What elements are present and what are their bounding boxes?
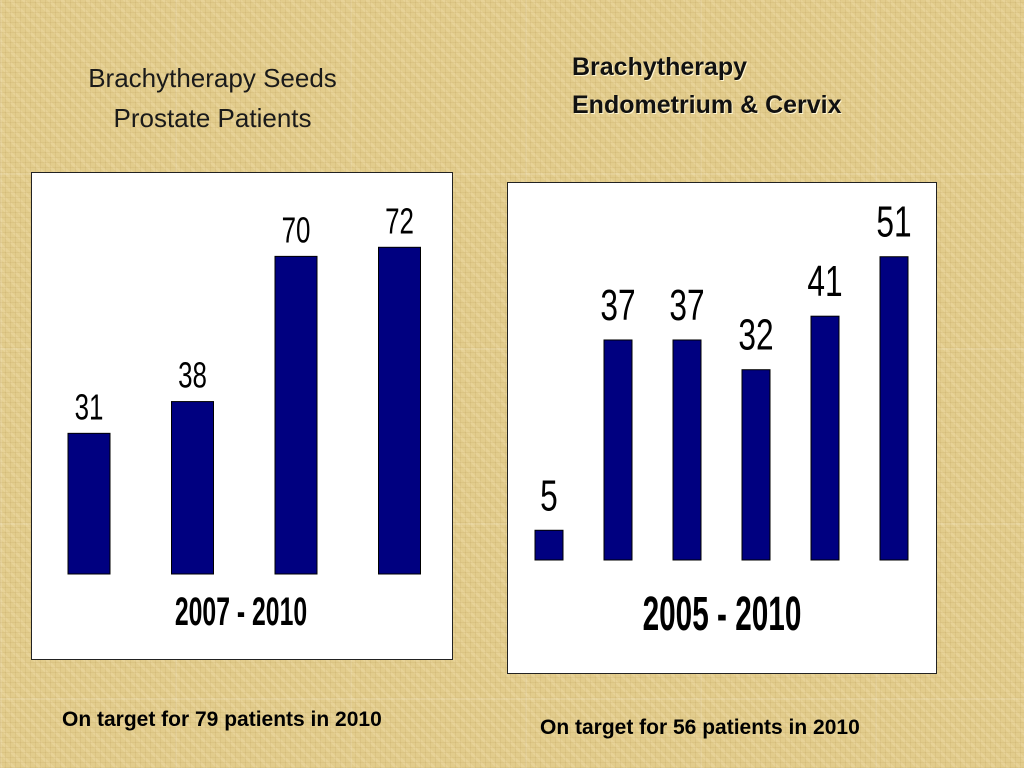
prostate-chart-panel: 31 38 70 72 2007 - 2010 xyxy=(31,172,453,660)
prostate-bar-chart: 31 38 70 72 2007 - 2010 xyxy=(67,201,421,635)
prostate-bar-value-3: 70 xyxy=(282,210,311,250)
prostate-bar-1 xyxy=(67,432,111,575)
endometrium-cervix-chart-panel: 5 37 37 32 41 51 2005 - 2010 xyxy=(507,182,937,674)
prostate-bar-value-1: 31 xyxy=(75,387,104,427)
right-chart-title-line-2: Endometrium & Cervix xyxy=(572,91,842,119)
endometrium-cervix-bar-5 xyxy=(810,315,840,561)
endometrium-cervix-target-note: On target for 56 patients in 2010 xyxy=(540,716,860,739)
endometrium-cervix-bar-value-1: 5 xyxy=(540,471,558,520)
endometrium-cervix-bar-chart: 5 37 37 32 41 51 2005 - 2010 xyxy=(534,198,912,641)
endometrium-cervix-bar-4 xyxy=(741,369,771,561)
endometrium-cervix-bar-1 xyxy=(534,529,564,561)
left-chart-title-line-1: Brachytherapy Seeds xyxy=(88,63,337,93)
right-chart-title: Brachytherapy Endometrium & Cervix xyxy=(572,48,992,124)
left-chart-title: Brachytherapy Seeds Prostate Patients xyxy=(40,58,385,138)
endometrium-cervix-bar-value-6: 51 xyxy=(876,198,911,247)
endometrium-cervix-range-label: 2005 - 2010 xyxy=(643,588,802,641)
prostate-bar-3 xyxy=(274,255,318,575)
endometrium-cervix-bar-value-3: 37 xyxy=(669,281,704,330)
prostate-bar-value-4: 72 xyxy=(385,201,414,241)
prostate-bar-value-2: 38 xyxy=(178,355,207,395)
endometrium-cervix-bar-3 xyxy=(672,339,702,561)
right-chart-title-line-1: Brachytherapy xyxy=(572,53,748,81)
endometrium-cervix-bar-6 xyxy=(879,256,909,561)
prostate-target-note: On target for 79 patients in 2010 xyxy=(62,708,382,731)
endometrium-cervix-bar-value-2: 37 xyxy=(600,281,635,330)
left-chart-title-line-2: Prostate Patients xyxy=(113,103,312,133)
prostate-bar-4 xyxy=(378,246,421,575)
prostate-bar-2 xyxy=(171,401,214,575)
endometrium-cervix-bar-value-4: 32 xyxy=(738,311,773,360)
endometrium-cervix-bar-2 xyxy=(603,339,633,561)
prostate-range-label: 2007 - 2010 xyxy=(175,590,307,634)
endometrium-cervix-bar-value-5: 41 xyxy=(807,257,842,306)
